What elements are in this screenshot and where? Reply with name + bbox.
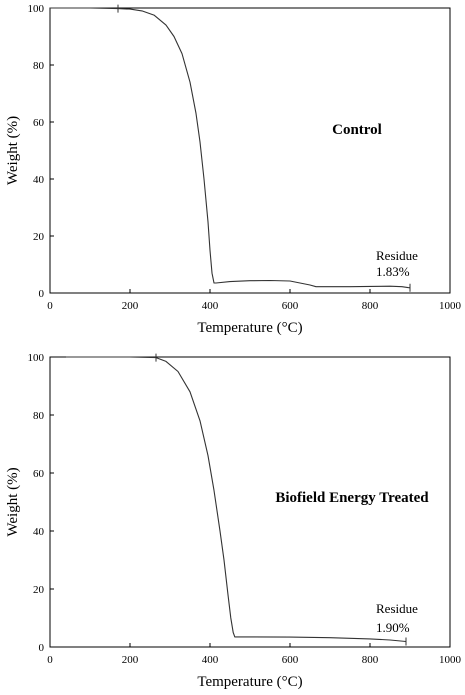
y-tick-label: 40 [33, 174, 45, 186]
chart-title: Control [332, 122, 382, 138]
x-tick-label: 200 [122, 300, 139, 312]
x-tick-label: 200 [122, 654, 139, 666]
plot-frame [49, 356, 451, 648]
y-tick-label: 100 [28, 3, 45, 15]
x-tick-label: 400 [202, 300, 219, 312]
y-axis-title: Weight (%) [5, 116, 21, 185]
x-tick-label: 400 [202, 654, 219, 666]
chart-panel-1: 0 200 400 600 800 1000 0 20 40 60 80 100 Temperature… [5, 3, 462, 336]
x-tick-label: 600 [282, 300, 299, 312]
y-tick-label: 80 [33, 60, 45, 72]
residue-label: Residue [376, 248, 418, 263]
x-tick-label: 800 [362, 300, 379, 312]
x-tick-label: 1000 [439, 654, 462, 666]
x-tick-label: 800 [362, 654, 379, 666]
y-tick-label: 0 [39, 642, 45, 654]
residue-label: Residue [376, 601, 418, 616]
residue-value: 1.83% [376, 264, 410, 279]
x-axis-title: Temperature (°C) [197, 320, 302, 336]
chart-title: Biofield Energy Treated [275, 490, 429, 506]
plot-frame [49, 7, 451, 294]
x-tick-label: 1000 [439, 300, 462, 312]
y-axis-title: Weight (%) [5, 467, 21, 536]
x-tick-label: 0 [47, 300, 53, 312]
weight-curve [50, 7, 411, 289]
y-tick-label: 100 [28, 352, 45, 364]
y-tick-label: 60 [33, 117, 45, 129]
chart-panel-2: 0 200 400 600 800 1000 0 20 40 60 80 100 Temperature… [5, 352, 462, 690]
x-tick-label: 0 [47, 654, 53, 666]
x-tick-label: 600 [282, 654, 299, 666]
y-tick-label: 40 [33, 526, 45, 538]
weight-curve [66, 356, 407, 643]
y-tick-label: 20 [33, 584, 45, 596]
y-tick-label: 60 [33, 468, 45, 480]
x-axis-title: Temperature (°C) [197, 674, 302, 690]
y-tick-label: 0 [39, 288, 45, 300]
residue-value: 1.90% [376, 620, 410, 635]
y-tick-label: 20 [33, 231, 45, 243]
y-tick-label: 80 [33, 410, 45, 422]
